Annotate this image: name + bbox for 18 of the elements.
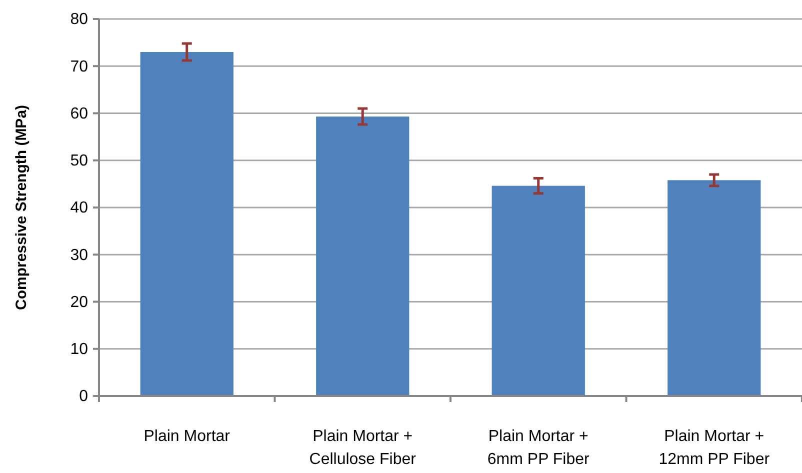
x-tick-label: Plain Mortar + 12mm PP Fiber <box>658 428 770 468</box>
y-tick-label: 30 <box>70 246 88 264</box>
y-tick-label: 40 <box>70 200 88 217</box>
y-axis-title: Compressive Strength (MPa) <box>13 104 30 310</box>
y-tick-label: 60 <box>70 105 88 122</box>
x-tick-label: Plain Mortar <box>144 428 231 445</box>
x-tick-label: Plain Mortar + Cellulose Fiber <box>309 428 417 468</box>
y-tick-label: 50 <box>70 152 88 170</box>
y-tick-label: 80 <box>70 11 88 28</box>
bar <box>316 116 410 396</box>
y-tick-label: 0 <box>79 388 88 406</box>
x-tick-label: Plain Mortar + 6mm PP Fiber <box>487 428 590 468</box>
bar <box>492 186 585 396</box>
bar <box>668 180 761 396</box>
bar <box>140 52 234 396</box>
y-tick-label: 20 <box>70 294 88 311</box>
y-tick-label: 10 <box>70 340 88 358</box>
y-tick-label: 70 <box>70 58 88 76</box>
